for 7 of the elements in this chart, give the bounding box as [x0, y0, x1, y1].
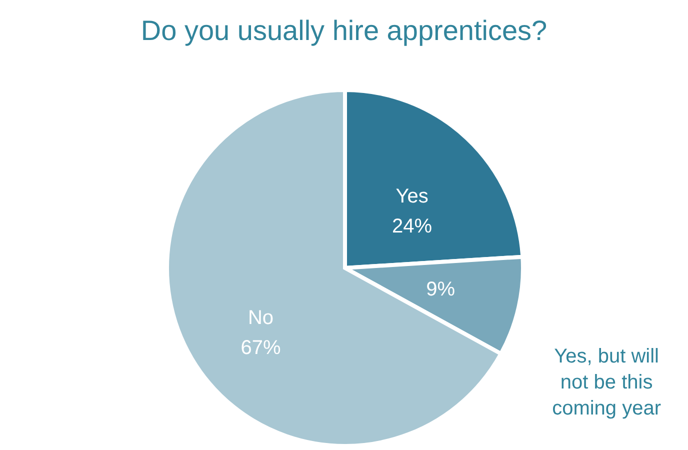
slice-label: Yes	[396, 186, 428, 208]
data-label: 24%	[392, 216, 432, 238]
data-label: 9%	[426, 278, 456, 300]
data-label: 67%	[240, 336, 281, 359]
slice-label: No	[248, 306, 274, 329]
chart-title: Do you usually hire apprentices?	[140, 15, 548, 46]
slice-label: Yes, but will not be this coming year	[552, 345, 662, 420]
